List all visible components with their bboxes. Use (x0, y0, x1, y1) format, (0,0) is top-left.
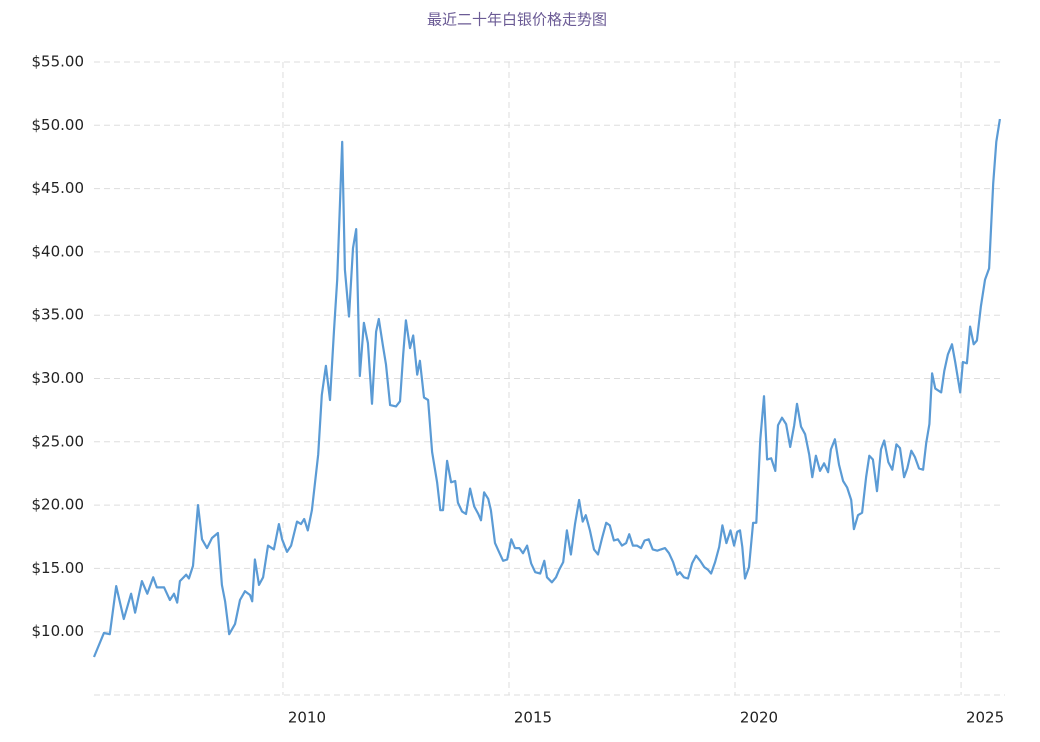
y-tick-label: $10.00 (32, 622, 85, 640)
y-tick-label: $30.00 (32, 369, 85, 387)
y-tick-label: $45.00 (32, 179, 85, 197)
x-tick-label: 2010 (288, 709, 326, 727)
y-tick-label: $55.00 (32, 53, 85, 71)
x-tick-label: 2020 (740, 709, 778, 727)
y-tick-label: $50.00 (32, 116, 85, 134)
y-tick-label: $20.00 (32, 496, 85, 514)
y-tick-label: $15.00 (32, 559, 85, 577)
y-tick-label: $35.00 (32, 306, 85, 324)
y-tick-label: $25.00 (32, 432, 85, 450)
y-tick-label: $40.00 (32, 242, 85, 260)
x-tick-label: 2015 (514, 709, 552, 727)
x-tick-label: 2025 (966, 709, 1004, 727)
price-line (92, 118, 1001, 658)
chart-title: 最近二十年白银价格走势图 (427, 11, 607, 29)
